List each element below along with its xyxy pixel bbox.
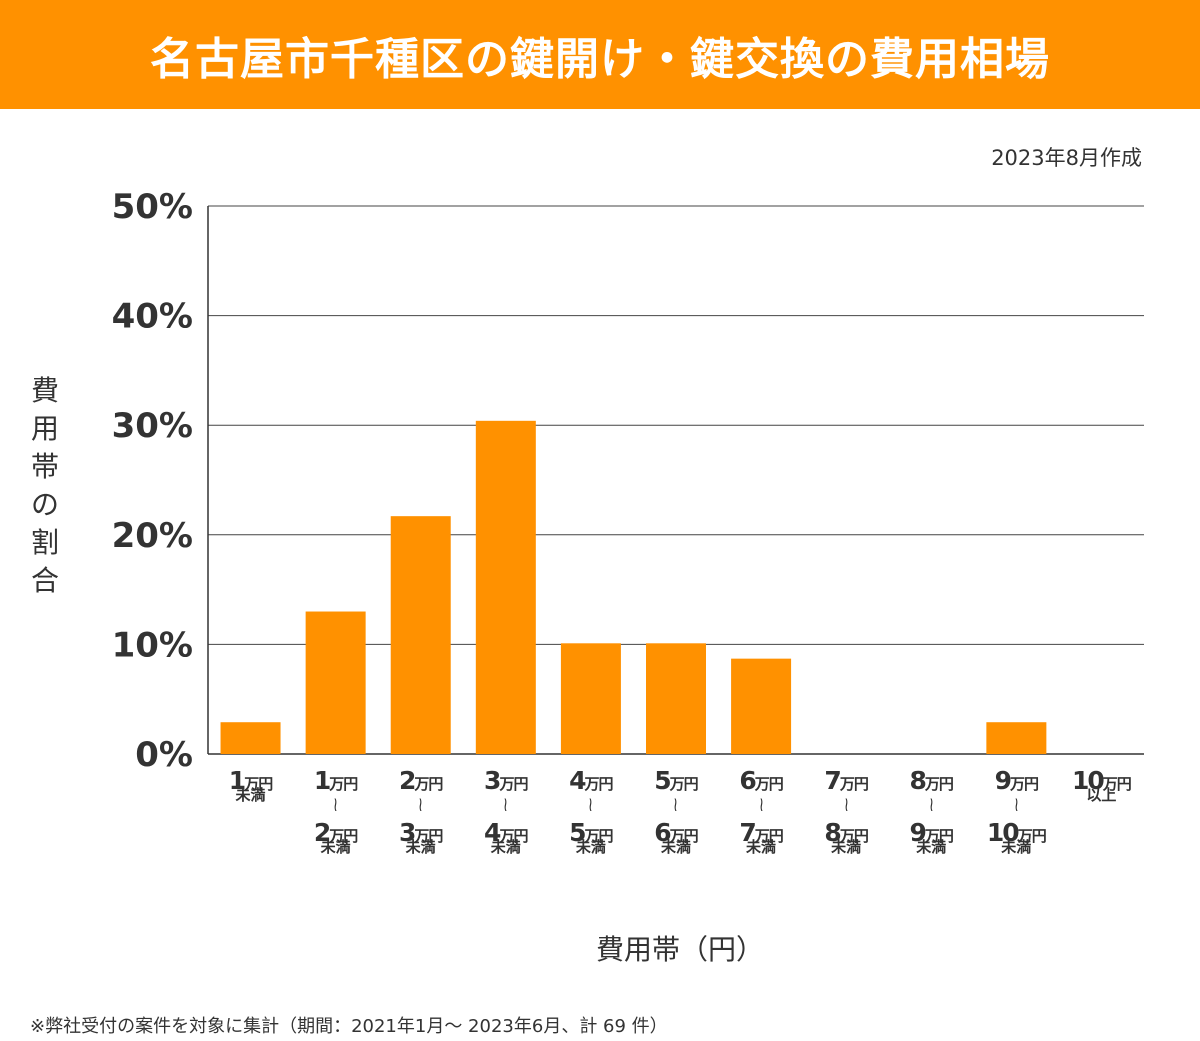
y-tick-label: 10% (112, 625, 193, 665)
y-axis-label-char: 用 (30, 412, 59, 445)
x-tick-label: 10万円 以上 (1072, 766, 1132, 804)
y-axis-label-char: 帯 (30, 450, 59, 483)
created-date: 2023年8月作成 (991, 146, 1142, 170)
y-axis-label-char: 割 (30, 526, 59, 559)
x-tick-label: 8万円 ≀ 9万円 未満 (909, 766, 954, 856)
y-axis-label-char: 費 (30, 374, 59, 407)
bar (731, 658, 792, 754)
x-tick-label: 5万円 ≀ 6万円 未満 (654, 766, 698, 856)
bar (986, 722, 1047, 754)
chart-title: 名古屋市千種区の鍵開け・鍵交換の費用相場 (150, 33, 1050, 85)
title-banner: 名古屋市千種区の鍵開け・鍵交換の費用相場 (0, 0, 1200, 109)
y-tick-label: 40% (112, 297, 193, 337)
x-tick-label: 6万円 ≀ 7万円 未満 (739, 766, 783, 856)
y-axis-label-char: 合 (30, 564, 59, 597)
x-tick-label: 4万円 ≀ 5万円 未満 (569, 766, 613, 856)
x-tick-label: 7万円 ≀ 8万円 未満 (824, 766, 868, 856)
y-axis-label: 費用帯の割合 (28, 372, 62, 600)
y-axis-label-char: の (30, 488, 59, 521)
bar (220, 722, 281, 754)
y-tick-label: 50% (112, 187, 193, 227)
footnote: ※弊社受付の案件を対象に集計（期間：2021年1月～ 2023年6月、計 69 … (30, 1016, 668, 1037)
bar (390, 516, 451, 754)
bar (475, 420, 536, 754)
x-axis-label: 費用帯（円） (595, 933, 764, 966)
y-tick-label: 20% (112, 516, 193, 556)
y-tick-label: 0% (135, 735, 193, 775)
x-tick-label: 2万円 ≀ 3万円 未満 (398, 766, 443, 856)
bar (560, 643, 621, 754)
x-tick-label: 9万円 ≀ 10万円 未満 (986, 766, 1047, 856)
x-tick-label: 1万円 ≀ 2万円 未満 (313, 766, 358, 856)
x-tick-label: 1万円 未満 (228, 766, 273, 804)
y-tick-label: 30% (112, 406, 193, 446)
x-tick-label: 3万円 ≀ 4万円 未満 (484, 766, 528, 856)
bar (646, 643, 706, 754)
bar (305, 611, 366, 754)
